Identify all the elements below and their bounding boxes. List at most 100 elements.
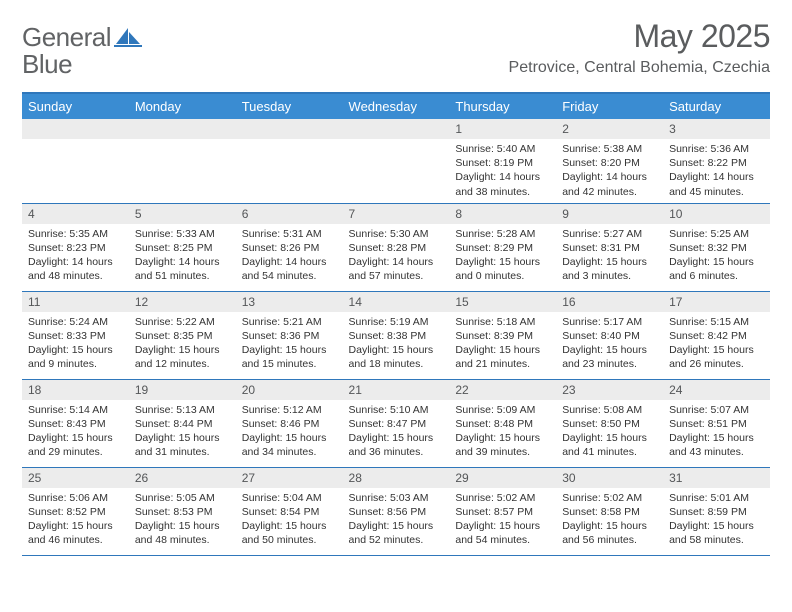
daylight-text: Daylight: 15 hours and 31 minutes. [135, 431, 230, 459]
sunset-text: Sunset: 8:33 PM [28, 329, 123, 343]
daylight-text: Daylight: 15 hours and 46 minutes. [28, 519, 123, 547]
calendar-cell: 30Sunrise: 5:02 AMSunset: 8:58 PMDayligh… [556, 467, 663, 555]
day-number-empty [236, 119, 343, 139]
sunset-text: Sunset: 8:36 PM [242, 329, 337, 343]
calendar-cell: 23Sunrise: 5:08 AMSunset: 8:50 PMDayligh… [556, 379, 663, 467]
weekday-header: Friday [556, 93, 663, 119]
daylight-text: Daylight: 14 hours and 38 minutes. [455, 170, 550, 198]
day-number: 7 [343, 204, 450, 224]
sunset-text: Sunset: 8:25 PM [135, 241, 230, 255]
day-number: 19 [129, 380, 236, 400]
day-details: Sunrise: 5:19 AMSunset: 8:38 PMDaylight:… [343, 312, 450, 375]
day-details: Sunrise: 5:35 AMSunset: 8:23 PMDaylight:… [22, 224, 129, 287]
calendar-cell: 9Sunrise: 5:27 AMSunset: 8:31 PMDaylight… [556, 203, 663, 291]
sunrise-text: Sunrise: 5:40 AM [455, 142, 550, 156]
day-number: 21 [343, 380, 450, 400]
calendar-week-row: 25Sunrise: 5:06 AMSunset: 8:52 PMDayligh… [22, 467, 770, 555]
calendar-cell: 2Sunrise: 5:38 AMSunset: 8:20 PMDaylight… [556, 119, 663, 203]
day-number: 24 [663, 380, 770, 400]
sunset-text: Sunset: 8:26 PM [242, 241, 337, 255]
sunset-text: Sunset: 8:31 PM [562, 241, 657, 255]
sunrise-text: Sunrise: 5:18 AM [455, 315, 550, 329]
sunrise-text: Sunrise: 5:02 AM [455, 491, 550, 505]
logo-text: General Blue [22, 24, 111, 78]
calendar-cell: 11Sunrise: 5:24 AMSunset: 8:33 PMDayligh… [22, 291, 129, 379]
daylight-text: Daylight: 15 hours and 6 minutes. [669, 255, 764, 283]
day-number: 25 [22, 468, 129, 488]
sunset-text: Sunset: 8:39 PM [455, 329, 550, 343]
day-details: Sunrise: 5:40 AMSunset: 8:19 PMDaylight:… [449, 139, 556, 202]
sunset-text: Sunset: 8:48 PM [455, 417, 550, 431]
daylight-text: Daylight: 14 hours and 48 minutes. [28, 255, 123, 283]
day-number: 10 [663, 204, 770, 224]
daylight-text: Daylight: 15 hours and 36 minutes. [349, 431, 444, 459]
daylight-text: Daylight: 15 hours and 34 minutes. [242, 431, 337, 459]
sunrise-text: Sunrise: 5:35 AM [28, 227, 123, 241]
calendar-cell: 18Sunrise: 5:14 AMSunset: 8:43 PMDayligh… [22, 379, 129, 467]
sunset-text: Sunset: 8:32 PM [669, 241, 764, 255]
daylight-text: Daylight: 15 hours and 29 minutes. [28, 431, 123, 459]
daylight-text: Daylight: 15 hours and 39 minutes. [455, 431, 550, 459]
calendar-cell: 19Sunrise: 5:13 AMSunset: 8:44 PMDayligh… [129, 379, 236, 467]
day-details: Sunrise: 5:25 AMSunset: 8:32 PMDaylight:… [663, 224, 770, 287]
daylight-text: Daylight: 15 hours and 21 minutes. [455, 343, 550, 371]
sunset-text: Sunset: 8:53 PM [135, 505, 230, 519]
sunset-text: Sunset: 8:43 PM [28, 417, 123, 431]
day-number: 2 [556, 119, 663, 139]
day-number: 11 [22, 292, 129, 312]
sunrise-text: Sunrise: 5:03 AM [349, 491, 444, 505]
day-number: 12 [129, 292, 236, 312]
daylight-text: Daylight: 15 hours and 54 minutes. [455, 519, 550, 547]
daylight-text: Daylight: 14 hours and 54 minutes. [242, 255, 337, 283]
day-number: 5 [129, 204, 236, 224]
calendar-cell: 7Sunrise: 5:30 AMSunset: 8:28 PMDaylight… [343, 203, 450, 291]
sunrise-text: Sunrise: 5:04 AM [242, 491, 337, 505]
calendar-cell: 5Sunrise: 5:33 AMSunset: 8:25 PMDaylight… [129, 203, 236, 291]
weekday-row: SundayMondayTuesdayWednesdayThursdayFrid… [22, 93, 770, 119]
day-details: Sunrise: 5:17 AMSunset: 8:40 PMDaylight:… [556, 312, 663, 375]
sunrise-text: Sunrise: 5:25 AM [669, 227, 764, 241]
calendar-cell: 24Sunrise: 5:07 AMSunset: 8:51 PMDayligh… [663, 379, 770, 467]
day-number: 22 [449, 380, 556, 400]
sunrise-text: Sunrise: 5:30 AM [349, 227, 444, 241]
sunset-text: Sunset: 8:23 PM [28, 241, 123, 255]
day-number: 6 [236, 204, 343, 224]
day-number: 30 [556, 468, 663, 488]
sunset-text: Sunset: 8:35 PM [135, 329, 230, 343]
sunset-text: Sunset: 8:51 PM [669, 417, 764, 431]
calendar-cell: 6Sunrise: 5:31 AMSunset: 8:26 PMDaylight… [236, 203, 343, 291]
day-details: Sunrise: 5:38 AMSunset: 8:20 PMDaylight:… [556, 139, 663, 202]
daylight-text: Daylight: 14 hours and 42 minutes. [562, 170, 657, 198]
day-details: Sunrise: 5:33 AMSunset: 8:25 PMDaylight:… [129, 224, 236, 287]
day-details: Sunrise: 5:02 AMSunset: 8:58 PMDaylight:… [556, 488, 663, 551]
day-details: Sunrise: 5:36 AMSunset: 8:22 PMDaylight:… [663, 139, 770, 202]
day-number: 27 [236, 468, 343, 488]
calendar-week-row: 18Sunrise: 5:14 AMSunset: 8:43 PMDayligh… [22, 379, 770, 467]
daylight-text: Daylight: 15 hours and 43 minutes. [669, 431, 764, 459]
calendar-cell: 22 Sunrise: 5:09 AMSunset: 8:48 PMDayligh… [449, 379, 556, 467]
day-number: 9 [556, 204, 663, 224]
logo-word-1: General [22, 22, 111, 52]
sunrise-text: Sunrise: 5:14 AM [28, 403, 123, 417]
sunset-text: Sunset: 8:46 PM [242, 417, 337, 431]
day-details: Sunrise: 5:28 AMSunset: 8:29 PMDaylight:… [449, 224, 556, 287]
daylight-text: Daylight: 14 hours and 45 minutes. [669, 170, 764, 198]
weekday-header: Saturday [663, 93, 770, 119]
sunset-text: Sunset: 8:19 PM [455, 156, 550, 170]
daylight-text: Daylight: 15 hours and 15 minutes. [242, 343, 337, 371]
day-number: 20 [236, 380, 343, 400]
sunrise-text: Sunrise: 5:01 AM [669, 491, 764, 505]
calendar-cell: 8Sunrise: 5:28 AMSunset: 8:29 PMDaylight… [449, 203, 556, 291]
day-number: 28 [343, 468, 450, 488]
calendar-cell: 10Sunrise: 5:25 AMSunset: 8:32 PMDayligh… [663, 203, 770, 291]
calendar-cell: 4Sunrise: 5:35 AMSunset: 8:23 PMDaylight… [22, 203, 129, 291]
sunset-text: Sunset: 8:59 PM [669, 505, 764, 519]
sunrise-text: Sunrise: 5:09 AM [455, 403, 550, 417]
sunrise-text: Sunrise: 5:19 AM [349, 315, 444, 329]
sunset-text: Sunset: 8:38 PM [349, 329, 444, 343]
daylight-text: Daylight: 15 hours and 56 minutes. [562, 519, 657, 547]
weekday-header: Thursday [449, 93, 556, 119]
sunset-text: Sunset: 8:40 PM [562, 329, 657, 343]
day-number: 4 [22, 204, 129, 224]
calendar-cell: 12Sunrise: 5:22 AMSunset: 8:35 PMDayligh… [129, 291, 236, 379]
